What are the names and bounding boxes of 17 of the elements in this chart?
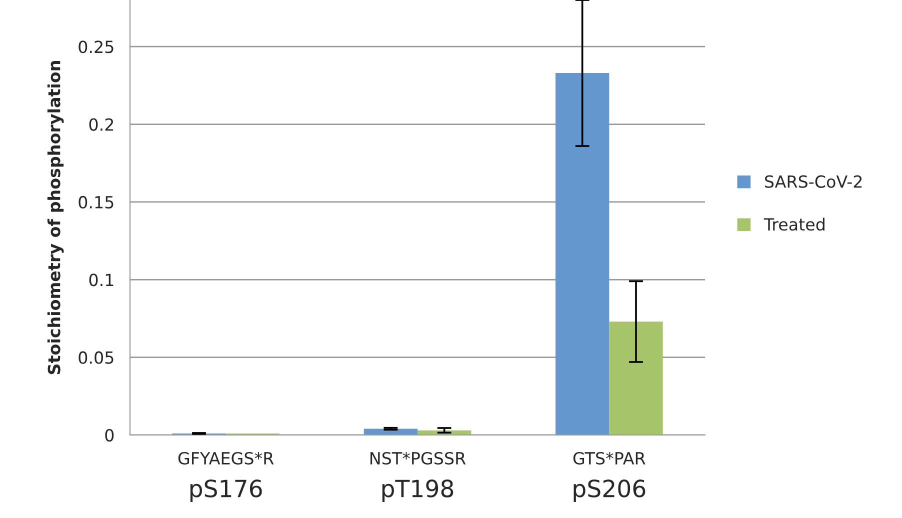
text: pS206 [574, 480, 646, 502]
y-tick-label: 0.2 [89, 118, 114, 131]
x-tick-label: GFYAEGS*R [178, 452, 274, 465]
y-tick-label: 0.25 [78, 40, 114, 54]
bar [556, 73, 610, 435]
text: pT198 [382, 480, 454, 502]
x-tick-label: NST*PGSSR [370, 452, 466, 465]
y-tick-label: 0.1 [89, 274, 114, 286]
legend-label: SARS-CoV-2 [765, 175, 862, 188]
y-tick-label: 0.15 [78, 196, 114, 209]
bar [609, 322, 663, 435]
y-tick-label: 0 [105, 428, 114, 442]
x-tick-label: GTS*PAR [573, 452, 646, 465]
y-axis-title: Stoichiometry of phosphorylation [47, 61, 64, 374]
y-tick-label: 0.05 [78, 351, 114, 364]
legend-label: Treated [764, 218, 824, 231]
text: pS176 [190, 480, 262, 502]
